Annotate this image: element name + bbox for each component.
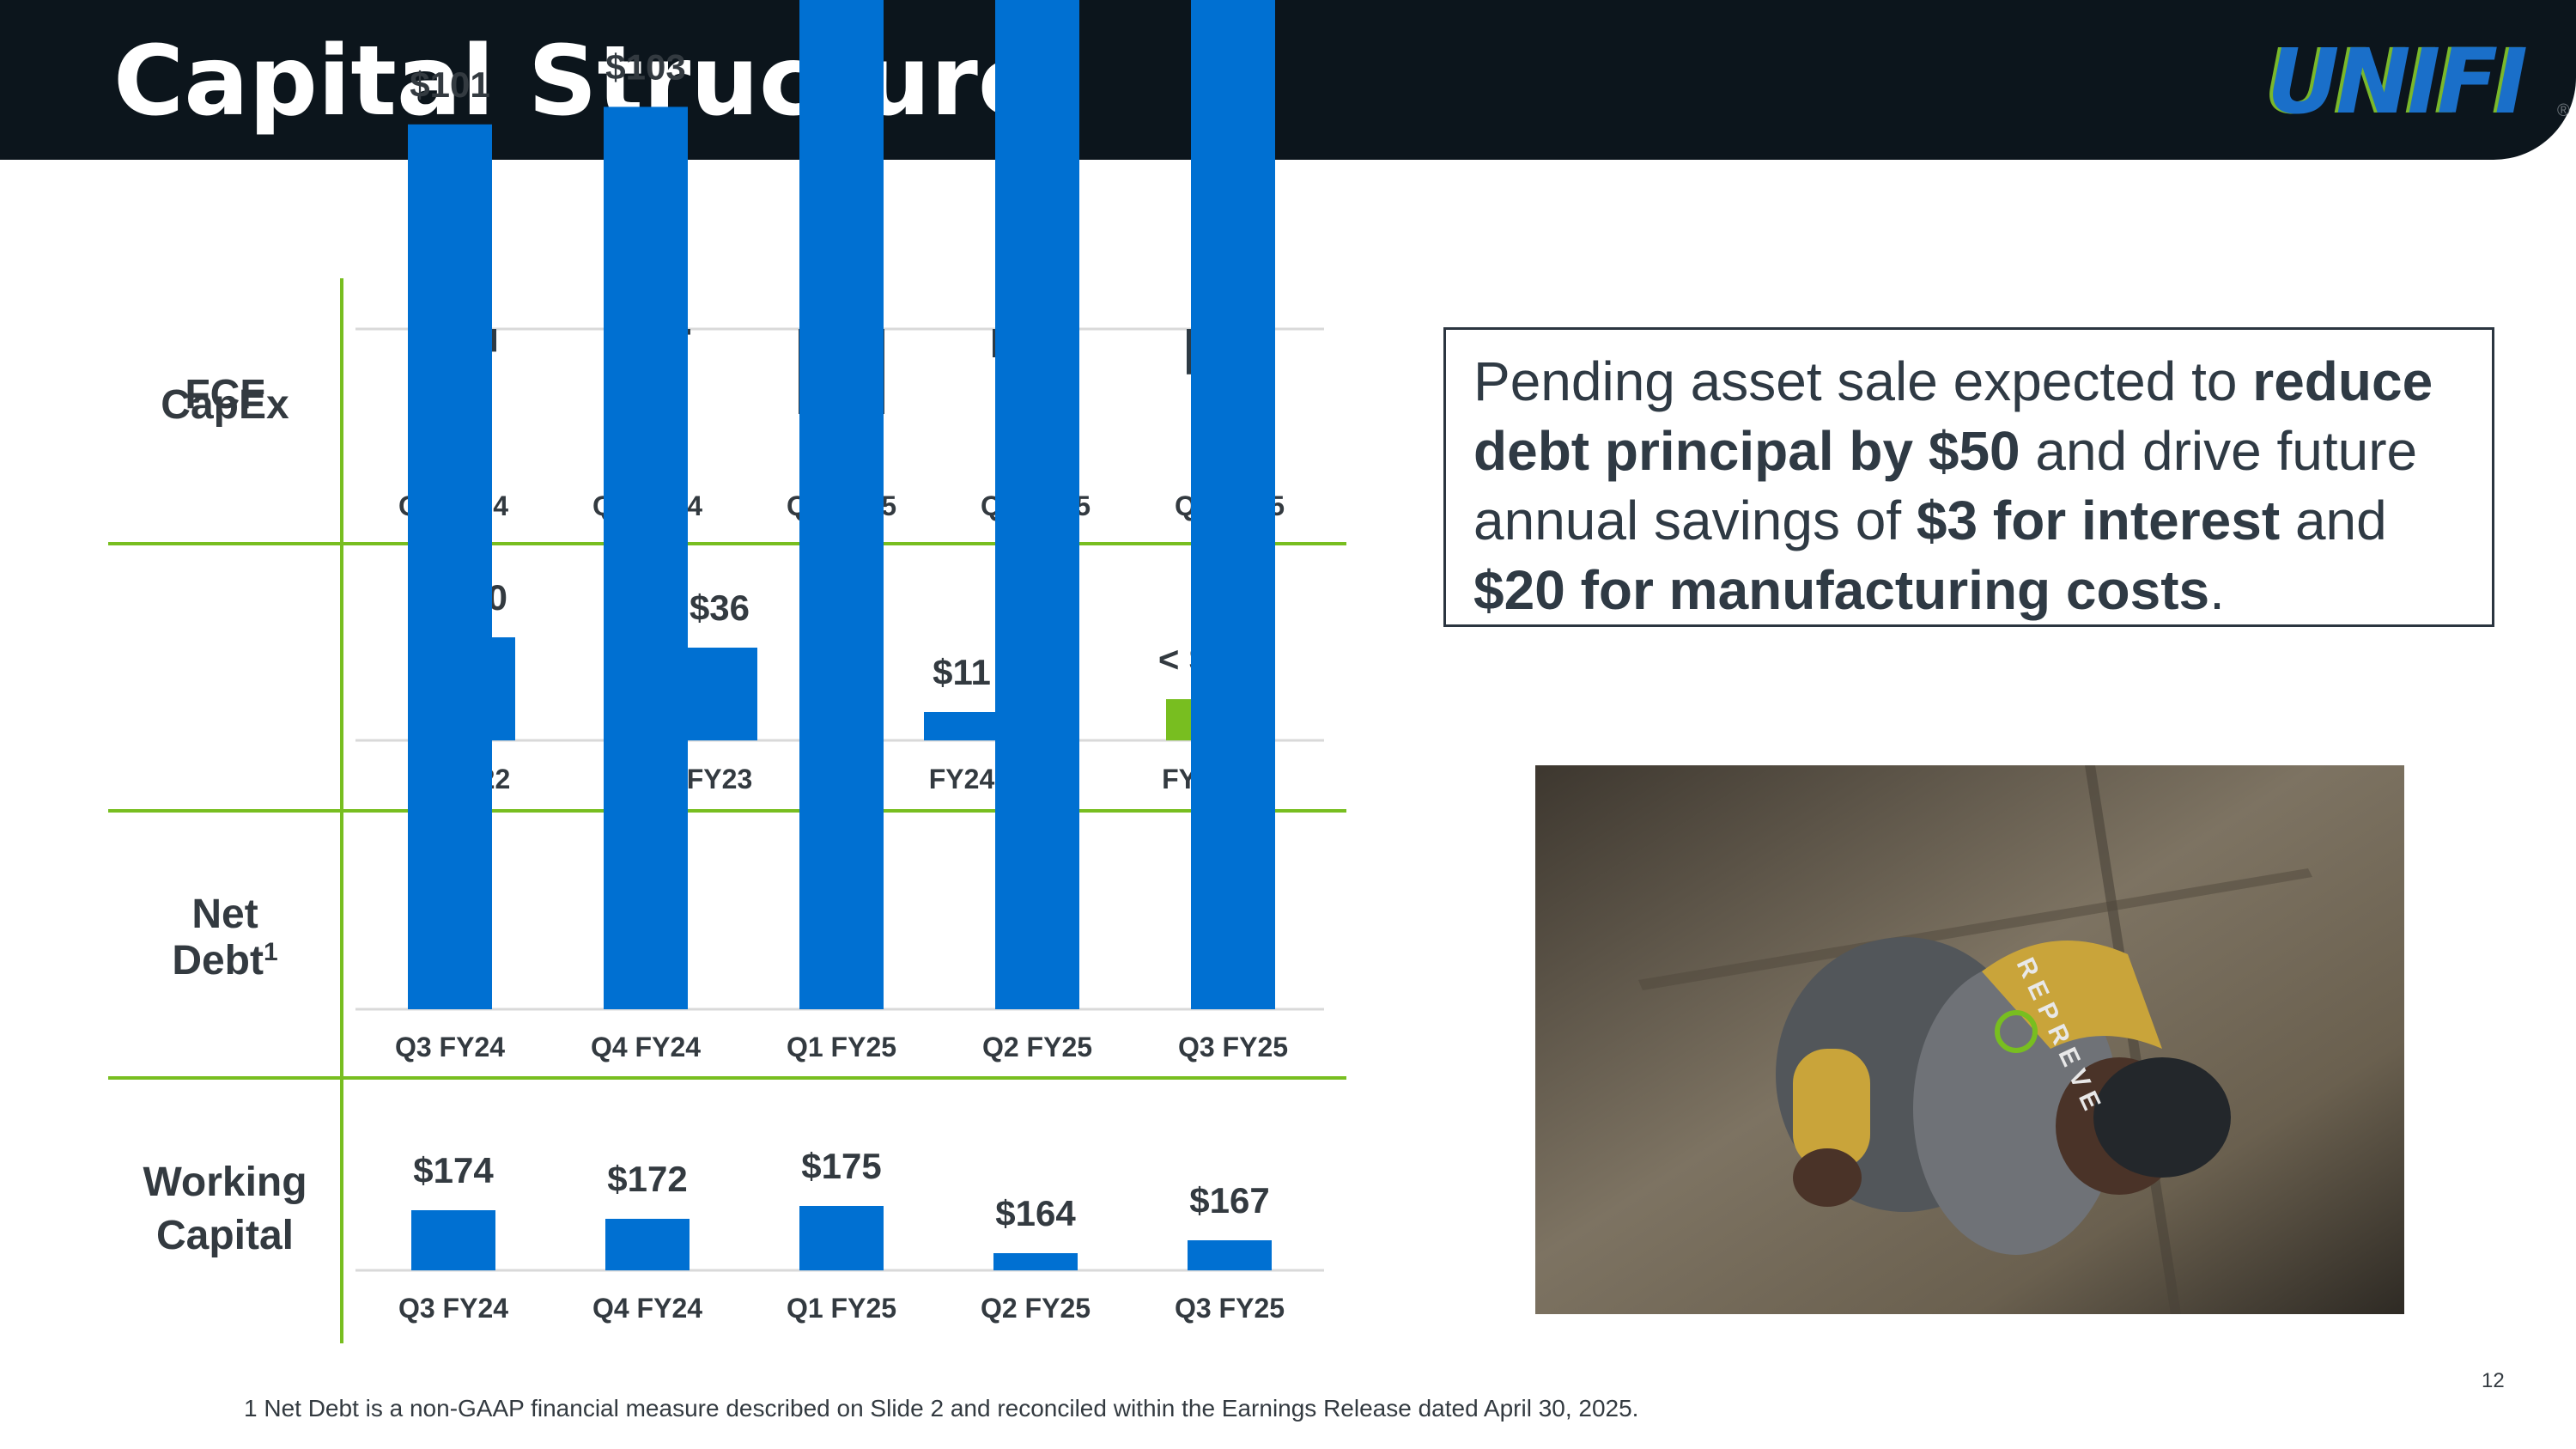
bar-3-3 [799, 0, 884, 1009]
value-label-2-3: $11 [933, 652, 991, 692]
page-number: 12 [2482, 1369, 2505, 1392]
row-label-1: FCF [185, 372, 264, 417]
category-label-4-2: Q4 FY24 [592, 1293, 702, 1324]
value-label-2-2: $36 [690, 588, 750, 628]
category-label-3-3: Q1 FY25 [787, 1032, 896, 1062]
row-label-3: Net [191, 892, 258, 937]
category-label-4-1: Q3 FY24 [398, 1293, 508, 1324]
row-label-2: CapEx [161, 382, 289, 428]
page-title: Capital Structure [113, 26, 1043, 137]
value-label-4-5: $167 [1189, 1180, 1269, 1221]
bar-3-2 [604, 107, 688, 1009]
bar-4-3 [799, 1206, 884, 1270]
value-label-4-1: $174 [413, 1150, 494, 1190]
registered-mark: ® [2557, 101, 2570, 120]
callout-text-1: Pending asset sale expected to [1473, 350, 2253, 412]
category-label-4-4: Q2 FY25 [981, 1293, 1091, 1324]
callout-bold-2: $3 for interest [1916, 490, 2281, 551]
category-label-4-5: Q3 FY25 [1175, 1293, 1285, 1324]
value-label-3-1: $101 [410, 64, 489, 105]
bar-4-4 [993, 1253, 1078, 1270]
worker-photo: REPREVE [1535, 765, 2404, 1314]
bar-3-1 [408, 124, 492, 1009]
bar-4-2 [605, 1219, 690, 1270]
row-label-4: Working [143, 1160, 307, 1205]
value-label-4-2: $172 [607, 1159, 687, 1199]
callout-text-3: and [2280, 490, 2387, 551]
category-label-3-4: Q2 FY25 [982, 1032, 1092, 1062]
callout-bold-1: reduce debt principal by $50 [1473, 350, 2433, 482]
callout-text-4: . [2209, 559, 2225, 621]
value-label-4-4: $164 [995, 1193, 1076, 1233]
bar-4-5 [1188, 1240, 1272, 1270]
asset-sale-callout: Pending asset sale expected to reduce de… [1443, 327, 2494, 627]
category-label-2-3: FY24 [929, 764, 995, 795]
bar-4-1 [411, 1210, 495, 1270]
bar-2-3 [924, 712, 999, 740]
bar-3-5 [1191, 0, 1275, 1010]
callout-text-2: and drive future annual savings of [1473, 420, 2418, 551]
category-label-3-5: Q3 FY25 [1178, 1032, 1288, 1062]
category-label-3-1: Q3 FY24 [395, 1032, 505, 1062]
category-label-2-2: FY23 [687, 764, 752, 795]
row-label-superscript: 1 [264, 938, 278, 966]
unifi-logo: UNIFI [2267, 29, 2528, 134]
category-label-4-3: Q1 FY25 [787, 1293, 896, 1324]
net-debt-footnote: 1 Net Debt is a non-GAAP financial measu… [244, 1395, 1639, 1422]
category-label-3-2: Q4 FY24 [591, 1032, 701, 1062]
callout-bold-3: $20 for manufacturing costs [1473, 559, 2210, 621]
bar-2-2 [682, 648, 757, 740]
value-label-4-3: $175 [801, 1146, 881, 1186]
value-label-3-2: $103 [605, 46, 685, 87]
row-label-line2-3: Debt1 [172, 938, 277, 984]
row-label-line2-4: Capital [156, 1213, 294, 1258]
bar-3-4 [995, 0, 1079, 1010]
